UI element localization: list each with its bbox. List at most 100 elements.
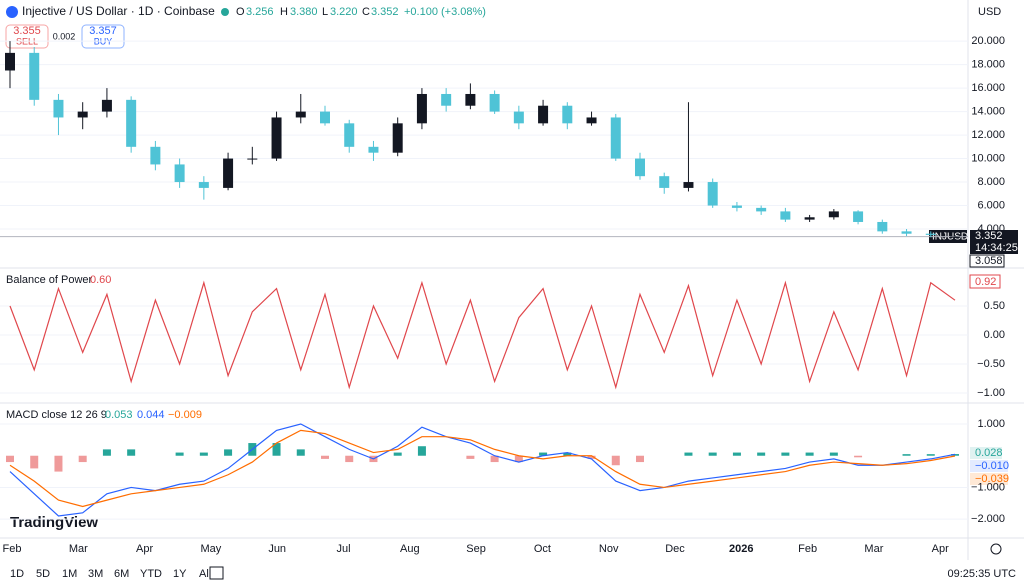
candle-body [731, 205, 742, 208]
y-tick-label: 10.000 [971, 152, 1005, 164]
candle-body [150, 146, 161, 165]
histogram-bar [6, 455, 14, 463]
candle-body [756, 207, 767, 212]
histogram-bar [345, 455, 354, 463]
x-tick-label: Feb [798, 543, 817, 555]
candle-body [635, 158, 645, 177]
range-button[interactable]: All [199, 568, 211, 580]
logo: TradingView [10, 514, 98, 531]
histogram-bar [805, 452, 814, 456]
candle-body [174, 164, 185, 183]
y-tick-label: 14.000 [971, 105, 1005, 117]
histogram-bar [684, 452, 693, 456]
ohlc-value: 3.220 [330, 6, 358, 18]
candle-body [77, 111, 88, 118]
y-tick-label: 18.000 [971, 59, 1005, 71]
candle-body [489, 93, 500, 112]
ohlc-label: H [280, 6, 288, 18]
range-button[interactable]: 1D [10, 568, 24, 580]
ohlc-label: O [236, 6, 245, 18]
candle-body [223, 158, 234, 188]
range-button[interactable]: 1Y [173, 568, 187, 580]
macd-tag [970, 460, 1008, 472]
range-button[interactable]: 5D [36, 568, 50, 580]
x-tick-label: Aug [400, 543, 420, 555]
bop-tag-text: 0.92 [975, 276, 996, 288]
candle-body [925, 233, 936, 235]
candle-body [659, 176, 670, 188]
calendar-icon[interactable] [209, 566, 224, 580]
histogram-bar [611, 455, 620, 466]
y-tick-label: 12.000 [971, 129, 1005, 141]
symbol-icon [6, 6, 18, 18]
sell-price: 3.355 [13, 25, 41, 37]
candle-body [804, 217, 815, 220]
y-tick-label: −2.000 [971, 513, 1005, 525]
currency[interactable]: USD [978, 6, 1001, 18]
y-tick-label: −1.00 [977, 387, 1005, 399]
macd-tag [970, 447, 1002, 459]
x-tick-label: Feb [3, 543, 22, 555]
y-tick-label: 4.000 [977, 223, 1005, 235]
signal-line [9, 429, 956, 508]
bop-tag [969, 274, 1001, 289]
histogram-bar [757, 452, 766, 456]
range-button[interactable]: 6M [114, 568, 129, 580]
y-tick-label: 0.00 [984, 329, 1005, 341]
candle-body [707, 182, 718, 206]
candle-body [538, 105, 549, 124]
range-button[interactable]: YTD [140, 568, 162, 580]
x-tick-label: Apr [932, 543, 949, 555]
x-tick-label: Dec [665, 543, 685, 555]
candle-body [416, 93, 427, 124]
bop-line [9, 280, 956, 390]
sell-button[interactable] [5, 24, 49, 49]
price-tag [970, 230, 1018, 254]
candle-body [247, 158, 258, 160]
buy-price: 3.357 [89, 25, 117, 37]
histogram-bar [781, 452, 790, 456]
histogram-bar [78, 455, 87, 463]
histogram-bar [587, 455, 596, 459]
y-tick-label: 16.000 [971, 82, 1005, 94]
candle-body [368, 146, 379, 153]
histogram-bar [490, 455, 499, 463]
histogram-bar [272, 443, 281, 456]
candle-body [53, 99, 64, 118]
candle-body [271, 117, 282, 159]
macd-tag [970, 473, 1008, 485]
x-tick-label: May [201, 543, 222, 555]
x-tick-label: Sep [466, 543, 486, 555]
candle-body [950, 236, 960, 238]
macd-title: MACD close 12 26 9 [6, 409, 107, 421]
buy-button[interactable] [81, 24, 125, 49]
y-tick-label: −1.000 [971, 481, 1005, 493]
y-tick-label: 0.50 [984, 300, 1005, 312]
bop-value: 0.60 [90, 274, 111, 286]
candle-body [901, 231, 912, 234]
other-tag-text: 3.058 [975, 255, 1003, 267]
candle-body [29, 52, 40, 100]
range-button[interactable]: 1M [62, 568, 77, 580]
histogram-bar [514, 455, 523, 463]
settings-icon[interactable] [990, 543, 1002, 555]
histogram-bar [466, 455, 475, 459]
range-button[interactable]: 3M [88, 568, 103, 580]
candle-body [5, 52, 15, 71]
y-tick-label: −0.50 [977, 358, 1005, 370]
macd-line [9, 423, 956, 517]
symbol-title: Injective / US Dollar · 1D · Coinbase [22, 4, 215, 18]
histogram-bar [199, 452, 208, 456]
histogram-bar [417, 446, 426, 456]
histogram-bar [175, 452, 184, 456]
candle-body [513, 111, 524, 124]
histogram-bar [296, 449, 305, 456]
macd-value: 0.044 [137, 409, 165, 421]
histogram-bar [127, 449, 136, 456]
y-tick-label: 1.000 [977, 418, 1005, 430]
macd-tag-text: −0.039 [975, 473, 1009, 485]
candle-body [877, 221, 888, 232]
candle-body [610, 117, 621, 159]
